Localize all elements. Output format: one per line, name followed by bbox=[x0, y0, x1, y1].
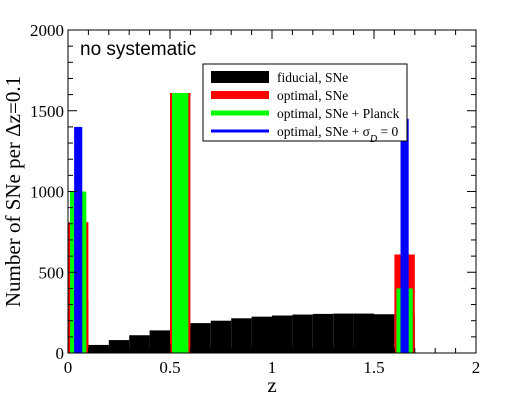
bar-series-0-bin-15 bbox=[374, 314, 395, 353]
y-tick-label: 1500 bbox=[30, 102, 64, 121]
bar-series-0-bin-7 bbox=[210, 320, 232, 353]
legend-entry-label: optimal, SNe bbox=[277, 88, 348, 103]
x-tick-label: 1 bbox=[268, 358, 277, 377]
bar-series-0-bin-13 bbox=[333, 313, 354, 353]
bars-layer bbox=[68, 92, 415, 354]
bar-series-0-bin-4 bbox=[149, 330, 170, 353]
bar-series-0-bin-3 bbox=[129, 335, 150, 353]
bar-series-3-bin-1 bbox=[400, 118, 409, 353]
y-tick-label: 2000 bbox=[30, 21, 64, 40]
bar-series-0-bin-10 bbox=[272, 315, 293, 353]
bar-series-0-bin-9 bbox=[251, 316, 272, 353]
bar-series-0-bin-6 bbox=[190, 323, 211, 353]
x-tick-label: 1.5 bbox=[363, 358, 384, 377]
y-tick-label: 500 bbox=[39, 263, 65, 282]
legend-entry-label: fiducial, SNe bbox=[277, 70, 348, 85]
legend: fiducial, SNe optimal, SNe optimal, SNe + … bbox=[202, 63, 408, 145]
legend-swatch bbox=[211, 71, 269, 83]
bar-series-0-bin-14 bbox=[353, 313, 374, 353]
x-tick-label: 0.5 bbox=[159, 358, 180, 377]
legend-entry-label: optimal, SNe + Planck bbox=[277, 106, 400, 121]
legend-entry-label: optimal, SNe + σD = 0 bbox=[277, 124, 398, 145]
legend-swatch bbox=[211, 110, 269, 116]
bar-series-2-bin-1 bbox=[172, 92, 189, 353]
y-tick-label: 0 bbox=[56, 344, 65, 363]
bar-series-0-bin-12 bbox=[312, 313, 334, 353]
bar-series-0-bin-8 bbox=[231, 318, 252, 353]
y-axis-title: Number of SNe per Δz=0.1 bbox=[1, 76, 25, 307]
legend-swatch bbox=[211, 129, 269, 133]
bar-series-0-bin-11 bbox=[292, 314, 313, 353]
bar-series-3-bin-0 bbox=[74, 126, 83, 354]
bar-series-0-bin-2 bbox=[108, 340, 130, 353]
ticks-layer: 0 0.5 1 1.5 2 0 500 1000 1500 2000 bbox=[30, 21, 480, 377]
x-tick-label: 0 bbox=[64, 358, 73, 377]
legend-swatch bbox=[211, 91, 269, 99]
x-axis-title: z bbox=[267, 373, 276, 397]
y-tick-label: 1000 bbox=[30, 183, 64, 202]
annotation-no-systematic: no systematic bbox=[80, 39, 196, 60]
bar-series-0-bin-1 bbox=[88, 344, 109, 353]
x-tick-label: 2 bbox=[472, 358, 481, 377]
